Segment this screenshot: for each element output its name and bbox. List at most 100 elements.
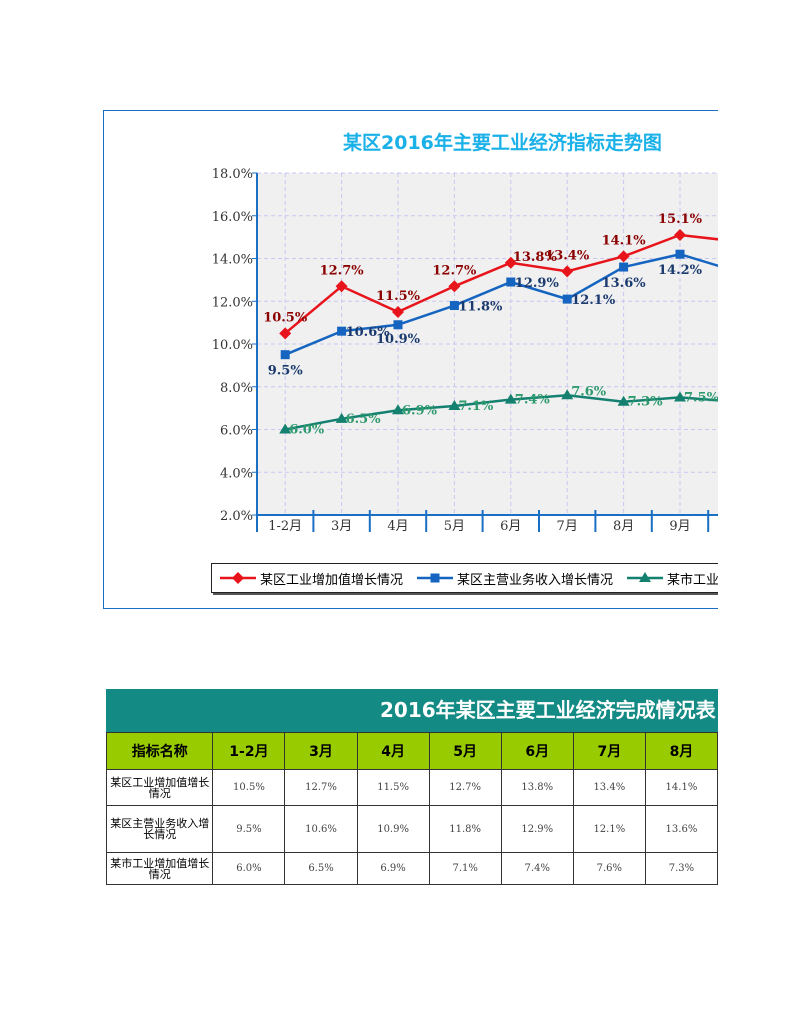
column-header: 指标名称 <box>105 732 214 770</box>
data-label: 7.3% <box>628 395 664 410</box>
table-cell: 13.6% <box>644 805 718 853</box>
data-point <box>392 305 404 318</box>
data-point <box>449 301 459 311</box>
data-point <box>280 350 290 360</box>
row-name: 某区主营业务收入增长情况 <box>105 805 214 853</box>
x-tick-label: 1-2月 <box>268 519 302 534</box>
viewport: 某区2016年主要工业经济指标走势图 2.0% 4.0% 6.0% 8.0% 10.0%… <box>103 110 718 885</box>
y-tick-label: 2.0% <box>220 509 253 524</box>
legend-item: 某区主营业务收入增长情况 <box>417 569 613 588</box>
y-tick-label: 14.0% <box>212 253 253 268</box>
data-point <box>504 393 517 404</box>
table-cell: 11.8% <box>428 805 502 853</box>
table-cell: 10.5% <box>212 769 286 806</box>
data-point <box>619 262 629 272</box>
table-header-row: 指标名称 1-2月 3月 4月 5月 6月 7月 8月 <box>105 732 718 770</box>
square-marker-icon <box>417 573 454 583</box>
legend-item: 某区工业增加值增长情况 <box>220 569 403 588</box>
table-cell: 14.1% <box>644 769 718 806</box>
data-point <box>279 327 292 340</box>
data-label: 15.1% <box>658 212 703 227</box>
data-point <box>335 412 348 423</box>
data-label: 7.6% <box>571 384 607 399</box>
y-tick-label: 12.0% <box>212 295 253 310</box>
chart-frame <box>103 110 718 609</box>
column-header: 1-2月 <box>212 732 286 770</box>
data-point <box>562 294 572 304</box>
y-tick-label: 16.0% <box>212 210 253 225</box>
legend-marker <box>232 572 244 584</box>
data-label: 13.8% <box>513 250 558 265</box>
data-label: 6.0% <box>289 423 325 438</box>
data-table: 指标名称 1-2月 3月 4月 5月 6月 7月 8月 某区工业增加值增长情况 10.5% 12.… <box>105 732 718 885</box>
data-point <box>337 326 347 336</box>
data-point <box>506 277 516 287</box>
data-label: 7.1% <box>458 399 494 414</box>
data-point <box>617 395 630 406</box>
table-title: 2016年某区主要工业经济完成情况表 <box>106 689 718 732</box>
table-cell: 13.4% <box>572 769 646 806</box>
data-label: 12.7% <box>320 263 365 278</box>
column-header: 8月 <box>644 732 718 770</box>
x-tick-label: 9月 <box>669 519 690 534</box>
data-label: 13.6% <box>602 276 647 291</box>
data-label: 10.6% <box>346 325 391 340</box>
data-label: 10.9% <box>376 332 421 347</box>
legend-label: 某市工业增加值增长情况 <box>667 572 718 588</box>
table-cell: 6.9% <box>356 852 430 885</box>
data-label: 11.8% <box>458 300 503 315</box>
plot-area <box>257 173 718 515</box>
data-label: 6.9% <box>402 403 438 418</box>
table-cell: 12.7% <box>284 769 358 806</box>
column-header: 6月 <box>500 732 574 770</box>
table-cell: 7.4% <box>500 852 574 885</box>
data-label: 7.4% <box>515 393 551 408</box>
table-cell: 12.7% <box>428 769 502 806</box>
y-tick-label: 10.0% <box>212 338 253 353</box>
table-cell: 12.1% <box>572 805 646 853</box>
data-point <box>504 256 517 269</box>
column-header: 5月 <box>428 732 502 770</box>
legend-label: 某区主营业务收入增长情况 <box>457 572 614 588</box>
data-point <box>335 280 348 293</box>
data-point <box>674 228 686 241</box>
column-header: 4月 <box>356 732 430 770</box>
column-header: 3月 <box>284 732 358 770</box>
table-cell: 11.5% <box>356 769 430 806</box>
legend-item: 某市工业增加值增长情况 <box>627 569 718 588</box>
x-tick-label: 3月 <box>331 519 352 534</box>
x-tick-label: 7月 <box>557 519 578 534</box>
data-label: 11.5% <box>376 289 421 304</box>
data-point <box>448 399 461 410</box>
table-cell: 7.6% <box>572 852 646 885</box>
data-label: 12.9% <box>515 276 560 291</box>
data-label: 10.5% <box>263 310 308 325</box>
chart-title: 某区2016年主要工业经济指标走势图 <box>343 132 662 154</box>
table-row: 某区工业增加值增长情况 10.5% 12.7% 11.5% 12.7% 13.8% 13.4… <box>105 769 718 806</box>
table-row: 某市工业增加值增长情况 6.0% 6.5% 6.9% 7.1% 7.4% 7.6% 7.3% <box>105 852 718 885</box>
diamond-marker-icon <box>220 572 256 584</box>
data-label: 9.5% <box>268 364 304 379</box>
data-label: 12.1% <box>571 293 616 308</box>
data-point <box>448 280 461 293</box>
data-point <box>392 404 404 415</box>
table-cell: 7.1% <box>428 852 502 885</box>
x-tick-label: 8月 <box>613 519 634 534</box>
column-header: 7月 <box>572 732 646 770</box>
y-tick-label: 4.0% <box>220 466 253 481</box>
chart-legend: 某区工业增加值增长情况 某区主营业务收入增长情况 某市工业增加值增长情况 <box>211 563 718 593</box>
data-label: 13.4% <box>545 248 590 263</box>
data-point <box>393 320 403 330</box>
table-cell: 9.5% <box>212 805 286 853</box>
table-cell: 6.5% <box>284 852 358 885</box>
table-cell: 10.6% <box>284 805 358 853</box>
data-point <box>675 249 685 259</box>
data-label: 12.7% <box>432 263 477 278</box>
line-chart: 2.0% 4.0% 6.0% 8.0% 10.0% 12.0% 14.0% 16.0% 18.0… <box>212 167 718 534</box>
y-tick-label: 6.0% <box>220 424 253 439</box>
y-tick-label: 8.0% <box>220 381 253 396</box>
x-tick-label: 5月 <box>444 519 465 534</box>
data-label: 6.5% <box>346 412 382 427</box>
row-name: 某区工业增加值增长情况 <box>105 769 214 806</box>
data-point <box>674 391 686 402</box>
